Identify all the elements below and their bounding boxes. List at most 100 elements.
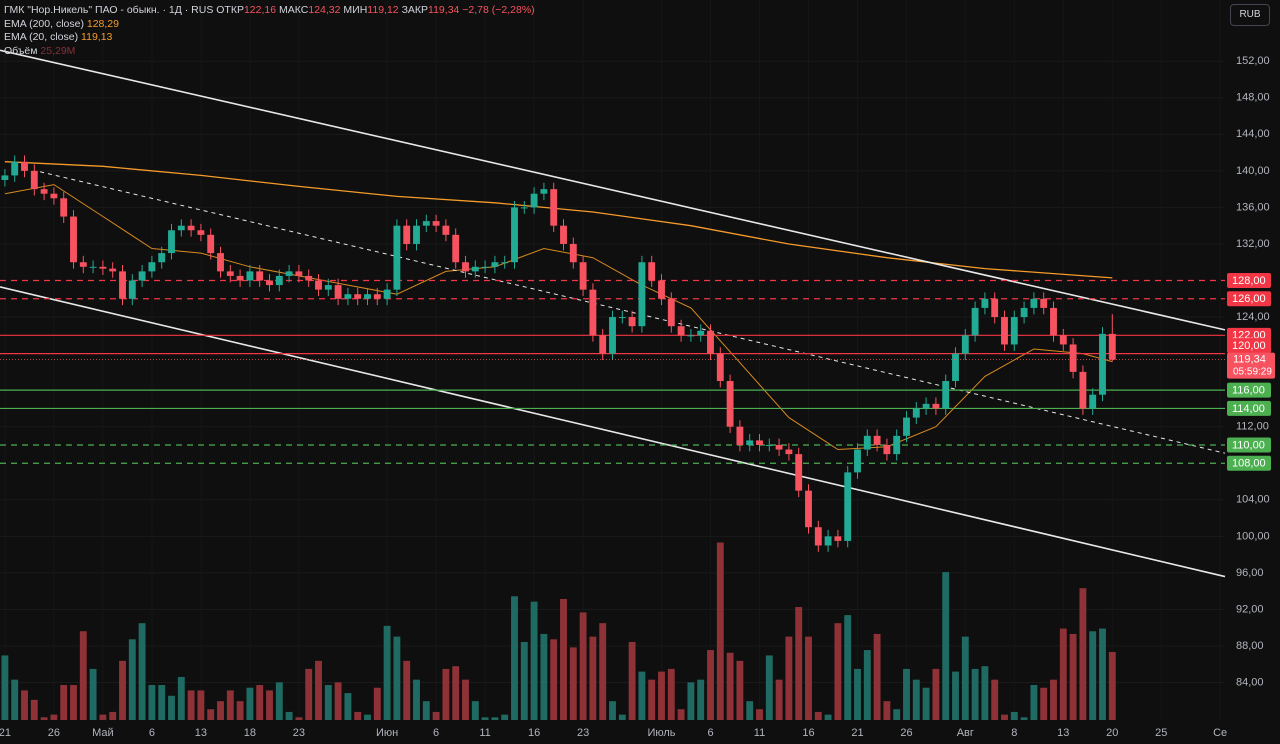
candle-body xyxy=(1040,298,1048,308)
volume-bar xyxy=(315,660,322,720)
level-label-box xyxy=(1227,455,1271,471)
candle-body xyxy=(275,275,283,286)
y-tick-label: 124,00 xyxy=(1236,311,1270,323)
volume-bar xyxy=(432,711,440,720)
candle-body xyxy=(883,444,891,455)
volume-bar xyxy=(1099,628,1106,720)
x-tick-label: 6 xyxy=(707,727,713,739)
volume-bar xyxy=(79,631,87,720)
candle-body xyxy=(912,408,920,418)
volume-bar xyxy=(501,714,509,720)
volume-bar xyxy=(530,601,538,720)
volume-bar xyxy=(1020,717,1028,720)
level-label-box xyxy=(1227,437,1271,453)
ohlc: ОТКР122,16 МАКС124,32 МИН119,12 ЗАКР119,… xyxy=(213,4,459,16)
volume-bar xyxy=(1030,685,1038,720)
volume-bar xyxy=(756,709,763,720)
candle-body xyxy=(70,216,77,263)
y-tick-label: 104,00 xyxy=(1236,494,1270,506)
currency-button[interactable]: RUB xyxy=(1230,4,1270,26)
volume-bar xyxy=(746,701,754,720)
candle-body xyxy=(177,225,185,231)
candle-body xyxy=(540,189,548,194)
symbol: ГМК "Нор.Никель" ПАО - обыкн. · 1Д · RUS xyxy=(4,4,214,16)
volume-bar xyxy=(540,633,548,720)
volume-bar xyxy=(1089,631,1097,720)
candle-body xyxy=(305,275,313,281)
ohlc-value: 122,16 xyxy=(243,4,277,16)
volume-bar xyxy=(873,633,881,720)
candle-body xyxy=(442,225,450,235)
candle-body xyxy=(226,271,234,276)
volume-bar xyxy=(707,650,714,720)
volume-bar xyxy=(658,671,665,720)
volume-bar xyxy=(373,687,381,720)
volume-bar xyxy=(119,660,126,720)
volume-bar xyxy=(844,615,852,720)
volume-bar xyxy=(403,660,411,720)
candle-body xyxy=(1089,394,1097,409)
candle-body xyxy=(383,289,391,299)
candle-body xyxy=(805,490,812,528)
y-tick-label: 140,00 xyxy=(1236,165,1270,177)
ohlc-value: 119,12 xyxy=(367,4,399,16)
change: −2,78 (−2,28%) xyxy=(462,4,535,16)
x-tick-label: 21 xyxy=(851,727,863,739)
level-label-box xyxy=(1227,273,1271,289)
candle-body xyxy=(1,175,9,180)
volume-bar xyxy=(354,711,362,720)
trendline xyxy=(0,49,1226,331)
candle-body xyxy=(403,225,411,244)
volume-bar xyxy=(609,701,616,720)
volume-bar xyxy=(246,687,254,720)
candle-body xyxy=(667,298,675,327)
volume-bar xyxy=(648,679,656,720)
candle-body xyxy=(40,189,48,194)
volume-bar xyxy=(599,623,607,720)
level-label-box xyxy=(1227,382,1271,398)
candle-body xyxy=(432,221,440,226)
candle-body xyxy=(364,294,371,299)
candle-body xyxy=(187,225,195,231)
candle-body xyxy=(462,262,469,272)
candle-body xyxy=(148,262,156,272)
candle-body xyxy=(1079,371,1087,409)
volume-bar xyxy=(109,711,117,720)
volume-bar xyxy=(1010,711,1018,720)
candle-body xyxy=(1059,335,1067,345)
volume-bar xyxy=(628,642,636,720)
ema-name: EMA (200, close) xyxy=(4,17,84,30)
volume-bar xyxy=(187,690,195,720)
volume-bar xyxy=(795,607,803,720)
level-label: 126,00 xyxy=(1232,293,1266,305)
volume-bar xyxy=(60,685,68,720)
candle-body xyxy=(354,294,362,299)
ema-value: 128,29 xyxy=(86,17,119,30)
candle-body xyxy=(697,330,705,336)
current-price-label: 119,34 xyxy=(1233,354,1266,366)
ohlc-label: ЗАКР xyxy=(401,4,429,16)
candle-body xyxy=(481,266,489,268)
candle-body xyxy=(413,225,420,244)
volume-bar xyxy=(324,685,332,720)
ema-name: EMA (20, close) xyxy=(4,31,79,43)
volume-bar xyxy=(1079,588,1087,720)
candle-body xyxy=(854,449,861,473)
volume-bar xyxy=(393,636,401,720)
volume-bar xyxy=(961,636,969,720)
candle-body xyxy=(687,335,695,337)
candle-body xyxy=(971,307,979,336)
candle-body xyxy=(452,234,460,263)
candle-body xyxy=(1099,333,1106,395)
volume-bar xyxy=(383,625,391,720)
candle-body xyxy=(471,266,479,272)
candle-body xyxy=(21,161,28,171)
candle-body xyxy=(158,253,166,263)
candle-body xyxy=(1030,298,1038,308)
candle-body xyxy=(511,207,518,263)
volume-bar xyxy=(89,668,97,720)
candle-body xyxy=(217,253,224,272)
volume-bar xyxy=(569,647,577,720)
candle-body xyxy=(1108,333,1116,360)
x-tick-label: 26 xyxy=(900,727,912,739)
